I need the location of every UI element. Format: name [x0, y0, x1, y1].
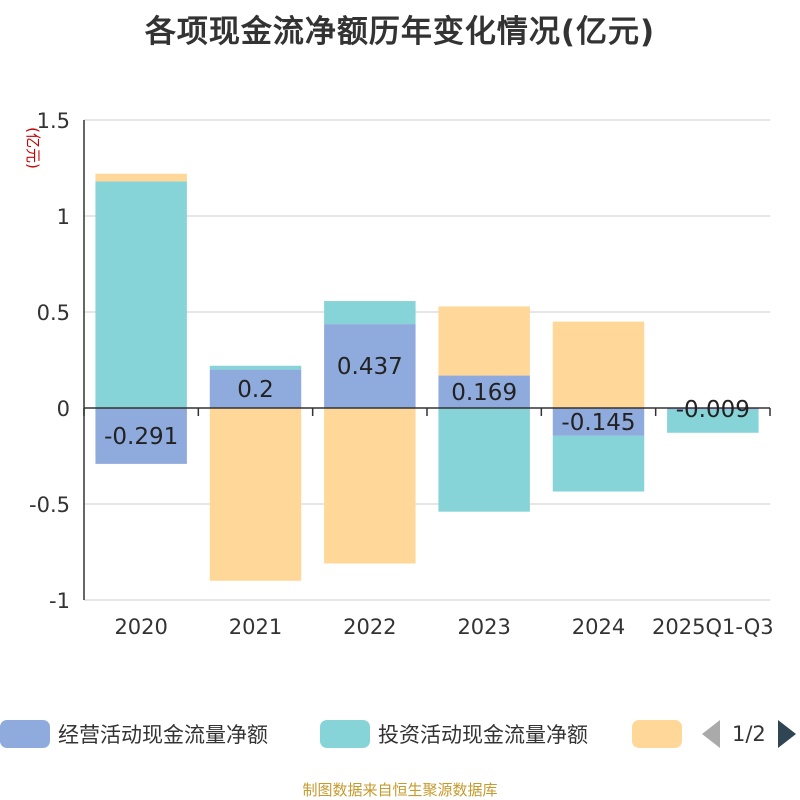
bar-1-2022 [324, 324, 416, 408]
x-tick-label: 2023 [457, 615, 510, 639]
legend-item-financing[interactable] [632, 714, 690, 754]
bar-1-2025Q1-Q3 [667, 408, 759, 410]
x-tick-label: 2024 [572, 615, 625, 639]
chevron-left-icon[interactable] [702, 720, 720, 748]
chart-area: 1.5 1 0.5 0 -0.5 -1 (亿元) -0.291 0.2 0.437 0.169 -0.… [24, 109, 774, 639]
bar-1-2021 [209, 369, 302, 408]
legend-label-investing: 投资活动现金流量净额 [378, 723, 588, 747]
bar-3-2021 [209, 408, 302, 581]
bar-2-2024 [552, 435, 645, 492]
bar-2-2022 [324, 301, 416, 325]
bar-2-2023 [438, 408, 530, 512]
bar-1-2024 [552, 408, 645, 436]
legend-label-operating: 经营活动现金流量净额 [58, 723, 268, 747]
bar-2-2025Q1-Q3 [667, 409, 759, 433]
x-tick-label: 2025Q1-Q3 [652, 615, 774, 639]
legend-swatch-investing [320, 720, 370, 748]
x-tick-label: 2022 [343, 615, 396, 639]
bar-3-2020 [95, 173, 187, 182]
data-label: -0.145 [561, 410, 635, 436]
data-label: 0.2 [237, 377, 274, 403]
y-tick-label: 0 [57, 397, 70, 421]
legend-pager: 1/2 [702, 714, 796, 754]
legend-page-indicator: 1/2 [732, 722, 766, 746]
bar-2-2020 [95, 181, 187, 408]
legend-swatch-operating [0, 720, 50, 748]
legend-item-investing[interactable]: 投资活动现金流量净额 [320, 714, 588, 754]
y-tick-label: -1 [49, 589, 70, 613]
bar-3-2024 [552, 321, 645, 408]
bar-1-2020 [95, 408, 187, 464]
bar-3-2022 [324, 408, 416, 564]
chevron-right-icon[interactable] [777, 720, 796, 748]
y-axis-title: (亿元) [24, 127, 42, 169]
bar-2-2021 [209, 365, 302, 370]
data-label: 0.437 [337, 354, 403, 380]
bar-3-2023 [438, 306, 530, 376]
legend: 经营活动现金流量净额 投资活动现金流量净额 1/2 [0, 714, 800, 754]
data-label: -0.291 [104, 424, 178, 450]
x-tick-label: 2020 [114, 615, 167, 639]
legend-item-operating[interactable]: 经营活动现金流量净额 [0, 714, 268, 754]
source-footer: 制图数据来自恒生聚源数据库 [302, 781, 498, 799]
y-tick-label: 1.5 [37, 109, 70, 133]
bar-1-2023 [438, 375, 530, 408]
x-tick-label: 2021 [229, 615, 282, 639]
data-label: 0.169 [451, 380, 517, 406]
chart-title: 各项现金流净额历年变化情况(亿元) [144, 14, 656, 50]
y-tick-label: 0.5 [37, 301, 70, 325]
y-tick-label: 1 [57, 205, 70, 229]
y-tick-label: -0.5 [29, 493, 70, 517]
legend-swatch-financing [632, 720, 682, 748]
data-label: -0.009 [676, 397, 750, 423]
